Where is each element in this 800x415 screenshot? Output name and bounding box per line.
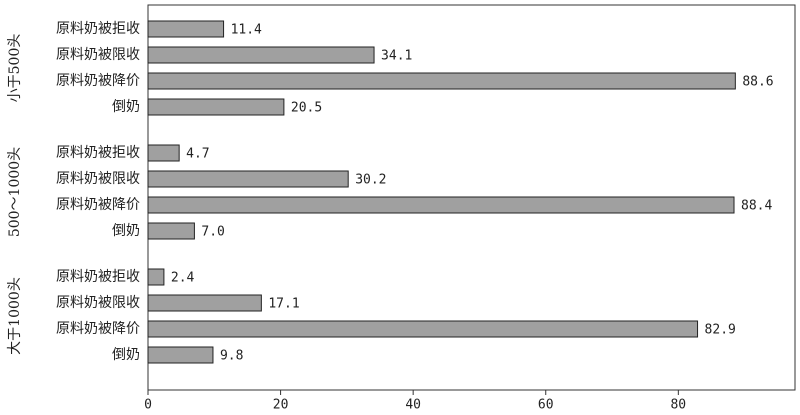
value-label: 88.4 [741,199,772,214]
x-tick-label: 80 [670,398,686,413]
x-tick-label: 20 [273,398,289,413]
group-label: 500～1000头 [7,147,23,237]
value-label: 34.1 [381,49,412,64]
category-label: 原料奶被拒收 [56,145,140,161]
bar [147,196,735,214]
bar [147,144,180,162]
category-label: 原料奶被降价 [56,321,140,337]
bar [147,268,165,286]
bar [147,72,736,90]
value-label: 17.1 [268,297,299,312]
bar [147,170,349,188]
group-label: 小于500头 [7,34,23,103]
value-label: 20.5 [291,101,322,116]
category-label: 原料奶被拒收 [56,269,140,285]
bar [147,294,262,312]
category-label: 原料奶被降价 [56,73,140,89]
category-label: 原料奶被限收 [56,47,140,63]
category-label: 原料奶被限收 [56,171,140,187]
x-tick-label: 40 [405,398,421,413]
bar [147,222,195,240]
value-label: 30.2 [355,173,386,188]
category-label: 原料奶被限收 [56,295,140,311]
bar [147,346,214,364]
category-label: 倒奶 [112,99,140,115]
value-label: 2.4 [171,271,195,286]
x-tick-label: 0 [144,398,152,413]
group-label: 大于1000头 [7,277,23,355]
value-label: 7.0 [201,225,224,240]
value-label: 82.9 [705,323,736,338]
category-label: 倒奶 [112,347,140,363]
x-tick-label: 60 [538,398,554,413]
bar [147,320,699,338]
value-label: 4.7 [186,147,209,162]
value-label: 88.6 [742,75,773,90]
value-label: 9.8 [220,349,243,364]
value-label: 11.4 [231,23,262,38]
bar [147,20,225,38]
bar [147,46,375,64]
category-label: 原料奶被拒收 [56,21,140,37]
category-label: 原料奶被降价 [56,197,140,213]
bar [147,98,285,116]
category-label: 倒奶 [112,223,140,239]
